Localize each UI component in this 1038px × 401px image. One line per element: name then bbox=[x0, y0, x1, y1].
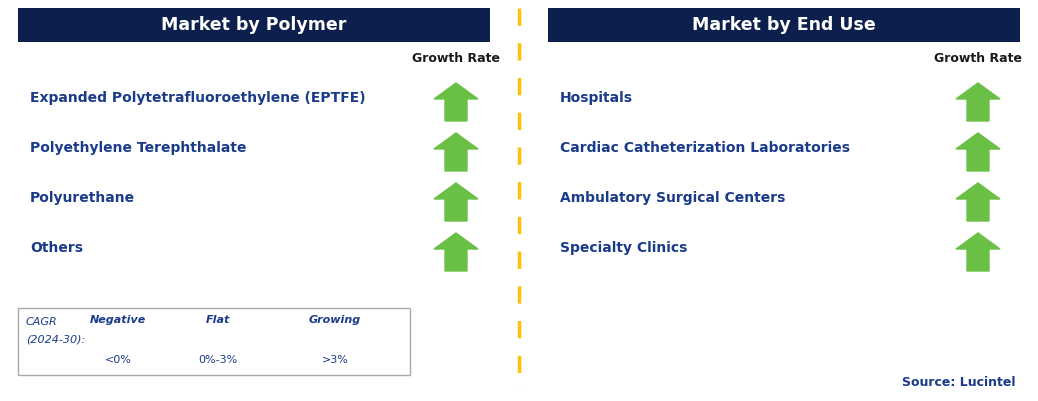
Text: Source: Lucintel: Source: Lucintel bbox=[901, 377, 1015, 389]
Polygon shape bbox=[434, 233, 479, 271]
FancyBboxPatch shape bbox=[18, 308, 410, 375]
Text: Specialty Clinics: Specialty Clinics bbox=[559, 241, 687, 255]
FancyBboxPatch shape bbox=[548, 8, 1020, 42]
Text: >3%: >3% bbox=[322, 355, 349, 365]
Text: Growth Rate: Growth Rate bbox=[934, 51, 1022, 65]
Polygon shape bbox=[144, 322, 176, 350]
Polygon shape bbox=[956, 183, 1000, 221]
Text: 0%-3%: 0%-3% bbox=[198, 355, 238, 365]
Text: Expanded Polytetrafluoroethylene (EPTFE): Expanded Polytetrafluoroethylene (EPTFE) bbox=[30, 91, 365, 105]
Polygon shape bbox=[956, 133, 1000, 171]
FancyBboxPatch shape bbox=[18, 8, 490, 42]
Text: Others: Others bbox=[30, 241, 83, 255]
Text: CAGR: CAGR bbox=[26, 317, 58, 327]
Text: Cardiac Catheterization Laboratories: Cardiac Catheterization Laboratories bbox=[559, 141, 850, 155]
Text: Growing: Growing bbox=[309, 315, 361, 325]
Text: <0%: <0% bbox=[105, 355, 132, 365]
Text: (2024-30):: (2024-30): bbox=[26, 335, 85, 345]
Polygon shape bbox=[956, 83, 1000, 121]
Text: Growth Rate: Growth Rate bbox=[412, 51, 500, 65]
Polygon shape bbox=[361, 322, 399, 354]
Text: Ambulatory Surgical Centers: Ambulatory Surgical Centers bbox=[559, 191, 786, 205]
Polygon shape bbox=[434, 183, 479, 221]
Text: Polyurethane: Polyurethane bbox=[30, 191, 135, 205]
Polygon shape bbox=[238, 327, 282, 356]
Text: Negative: Negative bbox=[90, 315, 146, 325]
Polygon shape bbox=[434, 133, 479, 171]
Polygon shape bbox=[434, 83, 479, 121]
Polygon shape bbox=[956, 233, 1000, 271]
Text: Market by End Use: Market by End Use bbox=[692, 16, 876, 34]
Text: Market by Polymer: Market by Polymer bbox=[161, 16, 347, 34]
Text: Polyethylene Terephthalate: Polyethylene Terephthalate bbox=[30, 141, 246, 155]
Text: Flat: Flat bbox=[206, 315, 230, 325]
Text: Hospitals: Hospitals bbox=[559, 91, 633, 105]
